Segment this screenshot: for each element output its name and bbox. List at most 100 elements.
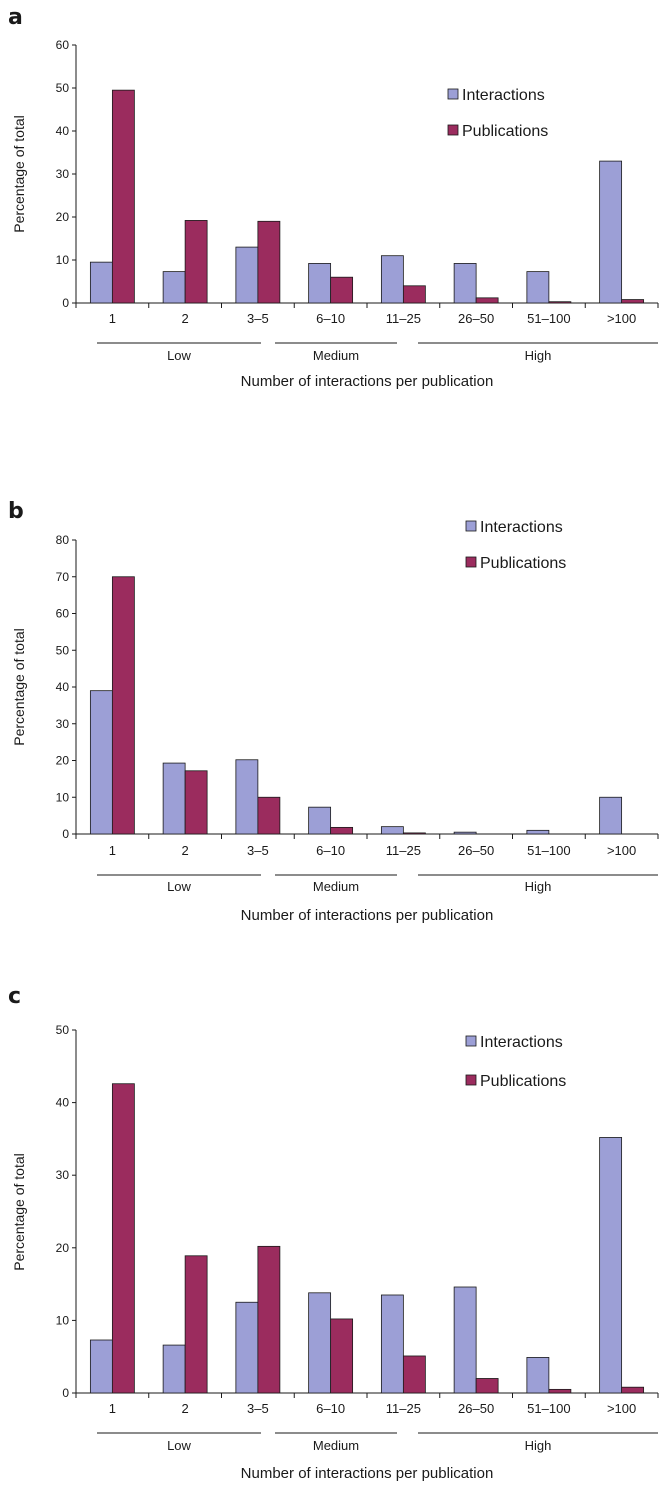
legend-swatch-publications bbox=[465, 1074, 477, 1086]
bar-interactions-5 bbox=[453, 263, 477, 304]
x-category-label: >100 bbox=[607, 1401, 636, 1416]
bar-interactions-7 bbox=[599, 796, 623, 835]
y-tick-label: 20 bbox=[56, 754, 70, 768]
bar-publications-1 bbox=[184, 770, 208, 835]
legend-swatch-interactions bbox=[465, 520, 477, 532]
y-tick-label: 0 bbox=[62, 296, 69, 310]
bar-interactions-4 bbox=[380, 1294, 404, 1394]
bar-publications-5 bbox=[475, 297, 499, 304]
y-axis-title: Percentage of total bbox=[11, 1153, 27, 1271]
bar-interactions-2 bbox=[235, 1301, 259, 1394]
y-tick-label: 80 bbox=[56, 533, 70, 547]
bar-interactions-6 bbox=[526, 829, 550, 835]
bar-interactions-7 bbox=[599, 1137, 623, 1394]
x-category-label: 51–100 bbox=[527, 1401, 570, 1416]
bar-publications-4 bbox=[402, 285, 426, 304]
x-category-label: 11–25 bbox=[386, 311, 421, 326]
group-label: Medium bbox=[313, 879, 359, 894]
y-tick-label: 70 bbox=[56, 570, 70, 584]
y-tick-label: 20 bbox=[56, 1241, 70, 1255]
y-tick-label: 0 bbox=[62, 1386, 69, 1400]
bar-interactions-0 bbox=[89, 690, 113, 835]
x-category-label: 6–10 bbox=[316, 843, 345, 858]
panel-label: b bbox=[8, 499, 24, 524]
bar-interactions-2 bbox=[235, 759, 259, 835]
bar-publications-3 bbox=[330, 826, 354, 835]
x-category-label: 26–50 bbox=[458, 311, 494, 326]
bar-publications-2 bbox=[257, 1245, 281, 1394]
x-category-label: 1 bbox=[109, 1401, 116, 1416]
bar-publications-1 bbox=[184, 220, 208, 304]
y-tick-label: 30 bbox=[56, 1168, 70, 1182]
x-category-label: >100 bbox=[607, 843, 636, 858]
bar-interactions-7 bbox=[599, 160, 623, 304]
group-label: High bbox=[525, 348, 552, 363]
group-label: Low bbox=[167, 348, 191, 363]
x-category-label: 51–100 bbox=[527, 843, 570, 858]
bar-publications-2 bbox=[257, 220, 281, 304]
legend-label-publications: Publications bbox=[480, 555, 566, 572]
bar-publications-2 bbox=[257, 796, 281, 835]
x-category-label: 2 bbox=[182, 843, 189, 858]
chart-panel-b: b 0 10 20 30 40 50 60 70 80 Percentage of total 1 2 3… bbox=[8, 499, 659, 924]
legend-label-interactions: Interactions bbox=[462, 87, 545, 104]
y-tick-label: 60 bbox=[56, 38, 70, 52]
x-category-label: >100 bbox=[607, 311, 636, 326]
bar-interactions-0 bbox=[89, 261, 113, 304]
bar-interactions-3 bbox=[308, 1292, 332, 1394]
x-category-label: 51–100 bbox=[527, 311, 570, 326]
y-tick-label: 0 bbox=[62, 827, 69, 841]
group-label: High bbox=[525, 879, 552, 894]
x-category-label: 3–5 bbox=[247, 843, 269, 858]
y-tick-label: 10 bbox=[56, 1313, 70, 1327]
bar-interactions-6 bbox=[526, 1357, 550, 1394]
bar-publications-7 bbox=[621, 299, 645, 304]
bar-publications-3 bbox=[330, 276, 354, 304]
bar-publications-0 bbox=[111, 1083, 135, 1394]
bar-interactions-3 bbox=[308, 806, 332, 835]
panel-label: c bbox=[8, 984, 21, 1009]
bar-publications-7 bbox=[621, 1386, 645, 1394]
x-axis-title: Number of interactions per publication bbox=[241, 1465, 494, 1482]
y-tick-label: 10 bbox=[56, 253, 70, 267]
y-tick-label: 20 bbox=[56, 210, 70, 224]
y-tick-label: 60 bbox=[56, 607, 70, 621]
y-tick-label: 40 bbox=[56, 680, 70, 694]
y-tick-label: 10 bbox=[56, 790, 70, 804]
legend-label-interactions: Interactions bbox=[480, 1034, 563, 1051]
y-tick-label: 50 bbox=[56, 643, 70, 657]
legend-label-publications: Publications bbox=[480, 1073, 566, 1090]
bar-publications-6 bbox=[548, 301, 572, 304]
bar-publications-1 bbox=[184, 1255, 208, 1394]
y-tick-label: 40 bbox=[56, 124, 70, 138]
y-tick-label: 40 bbox=[56, 1096, 70, 1110]
panel-label: a bbox=[8, 5, 23, 30]
bar-interactions-4 bbox=[380, 255, 404, 304]
chart-panel-a: a 0 10 20 30 40 50 60 Percentage of total 1 2 3–5 6–… bbox=[8, 5, 659, 390]
bar-interactions-3 bbox=[308, 263, 332, 304]
y-tick-label: 50 bbox=[56, 1023, 70, 1037]
group-label: Medium bbox=[313, 348, 359, 363]
bar-interactions-5 bbox=[453, 831, 477, 835]
x-axis-title: Number of interactions per publication bbox=[241, 907, 494, 924]
bar-interactions-1 bbox=[162, 1344, 186, 1394]
y-tick-label: 30 bbox=[56, 167, 70, 181]
y-tick-label: 50 bbox=[56, 81, 70, 95]
legend-swatch-interactions bbox=[447, 88, 459, 100]
bar-interactions-1 bbox=[162, 762, 186, 835]
bar-publications-6 bbox=[548, 1388, 572, 1394]
group-label: Low bbox=[167, 1438, 191, 1453]
bar-publications-3 bbox=[330, 1318, 354, 1394]
bar-interactions-0 bbox=[89, 1339, 113, 1394]
y-tick-label: 30 bbox=[56, 717, 70, 731]
x-category-label: 11–25 bbox=[386, 843, 421, 858]
x-category-label: 2 bbox=[182, 311, 189, 326]
legend-swatch-publications bbox=[465, 556, 477, 568]
bar-publications-0 bbox=[111, 89, 135, 304]
legend-swatch-interactions bbox=[465, 1035, 477, 1047]
x-category-label: 3–5 bbox=[247, 311, 269, 326]
bar-interactions-5 bbox=[453, 1286, 477, 1394]
y-axis-title: Percentage of total bbox=[11, 115, 27, 233]
bar-interactions-6 bbox=[526, 271, 550, 304]
bar-publications-5 bbox=[475, 1378, 499, 1394]
